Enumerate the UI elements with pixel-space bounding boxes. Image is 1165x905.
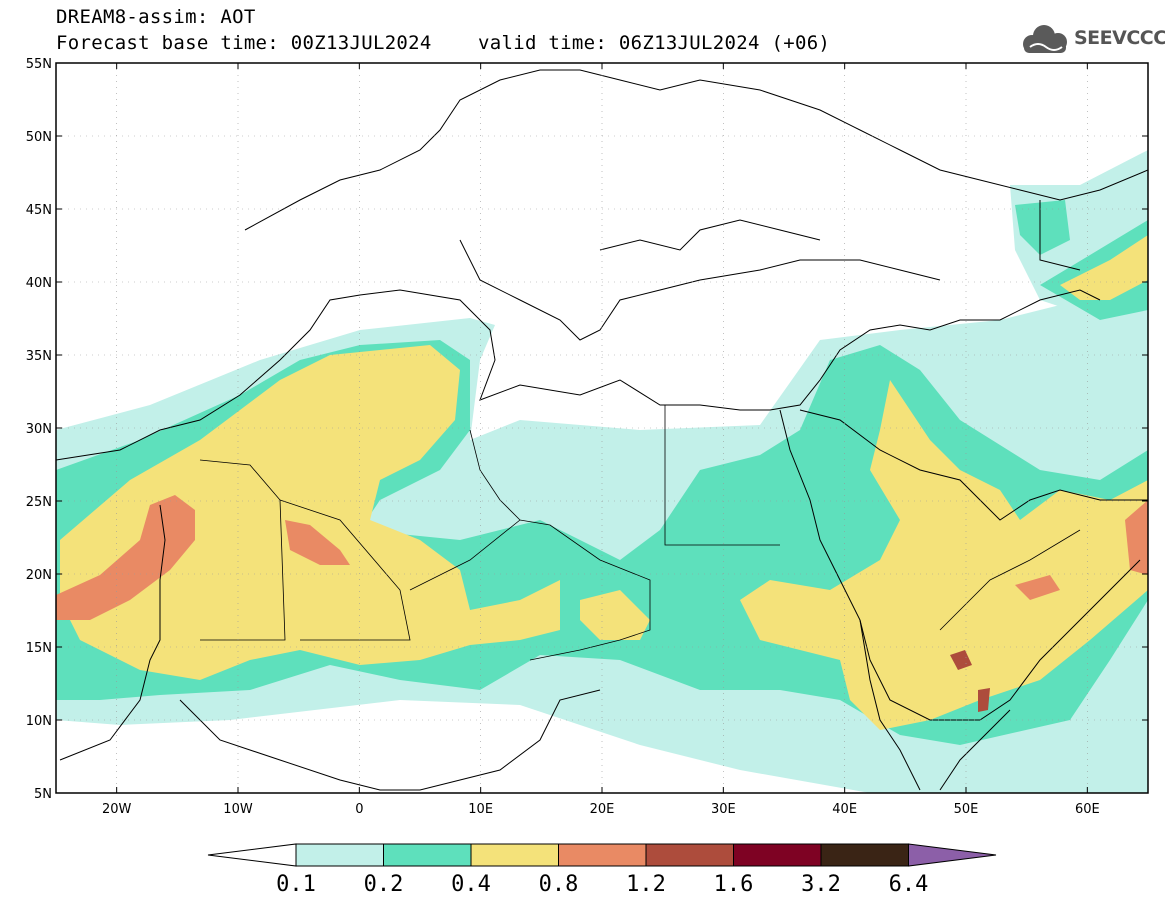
lat-label: 45N <box>26 203 52 218</box>
lat-label: 30N <box>26 422 52 437</box>
lon-label: 50E <box>954 802 979 817</box>
graticule <box>56 63 1148 793</box>
aot-0.8-mali <box>285 520 350 565</box>
aot-0.8-east <box>1125 500 1148 575</box>
latitude-labels: 55N 50N 45N 40N 35N 30N 25N 20N 15N 10N 5N <box>26 57 52 802</box>
lon-label: 60E <box>1075 802 1100 817</box>
aot-0.4-sudan <box>580 590 650 640</box>
longitude-labels: 20W 10W 0 10E 20E 30E 40E 50E 60E <box>102 802 1100 817</box>
lat-label: 5N <box>34 787 52 802</box>
cloud-logo-icon <box>1023 25 1067 53</box>
lat-label: 55N <box>26 57 52 72</box>
lon-label: 20W <box>102 802 132 817</box>
axis-ticks <box>56 62 1148 794</box>
colorbar <box>207 843 997 867</box>
aot-0.4-region <box>60 345 560 680</box>
colorbar-swatch <box>645 843 734 867</box>
aot-0.2-caspian <box>1015 200 1070 255</box>
lon-label: 0 <box>355 802 363 817</box>
lat-label: 40N <box>26 276 52 291</box>
colorbar-label: 3.2 <box>801 872 841 897</box>
logo-text: SEEVCCC <box>1074 27 1165 49</box>
colorbar-swatch <box>558 843 647 867</box>
lon-label: 30E <box>711 802 736 817</box>
aot-0.4-caspian <box>1060 235 1148 300</box>
colorbar-label: 0.8 <box>539 872 579 897</box>
colorbar-label: 0.4 <box>451 872 491 897</box>
lat-label: 15N <box>26 641 52 656</box>
map-title: DREAM8-assim: AOT <box>56 6 256 28</box>
lon-label: 40E <box>832 802 857 817</box>
colorbar-label: 1.2 <box>626 872 666 897</box>
aot-1.2-yemen <box>950 650 972 670</box>
lon-label: 10W <box>223 802 253 817</box>
colorbar-label: 0.1 <box>276 872 316 897</box>
colorbar-swatch <box>383 843 472 867</box>
aot-0.4-arabia <box>740 380 1148 730</box>
aot-0.8-oman <box>1015 575 1060 600</box>
aot-field <box>56 150 1148 793</box>
colorbar-swatch <box>908 843 997 867</box>
colorbar-swatch <box>470 843 559 867</box>
borders <box>199 405 1081 661</box>
colorbar-label: 6.4 <box>889 872 929 897</box>
lon-label: 10E <box>468 802 493 817</box>
forecast-base-time: Forecast base time: 00Z13JUL2024 <box>56 32 432 54</box>
lat-label: 20N <box>26 568 52 583</box>
colorbar-swatch <box>820 843 909 867</box>
colorbar-swatch <box>207 843 297 867</box>
aot-0.8-mauritania <box>56 495 195 620</box>
valid-time: valid time: 06Z13JUL2024 (+06) <box>478 32 831 54</box>
lat-label: 10N <box>26 714 52 729</box>
colorbar-labels: 0.1 0.2 0.4 0.8 1.2 1.6 3.2 6.4 <box>276 872 928 897</box>
colorbar-swatch <box>295 843 384 867</box>
lat-label: 25N <box>26 495 52 510</box>
aot-1.2-somalia <box>978 688 990 712</box>
lat-label: 35N <box>26 349 52 364</box>
lon-label: 20E <box>590 802 615 817</box>
colorbar-label: 1.6 <box>714 872 754 897</box>
lat-label: 50N <box>26 130 52 145</box>
colorbar-swatch <box>733 843 822 867</box>
colorbar-label: 0.2 <box>364 872 404 897</box>
